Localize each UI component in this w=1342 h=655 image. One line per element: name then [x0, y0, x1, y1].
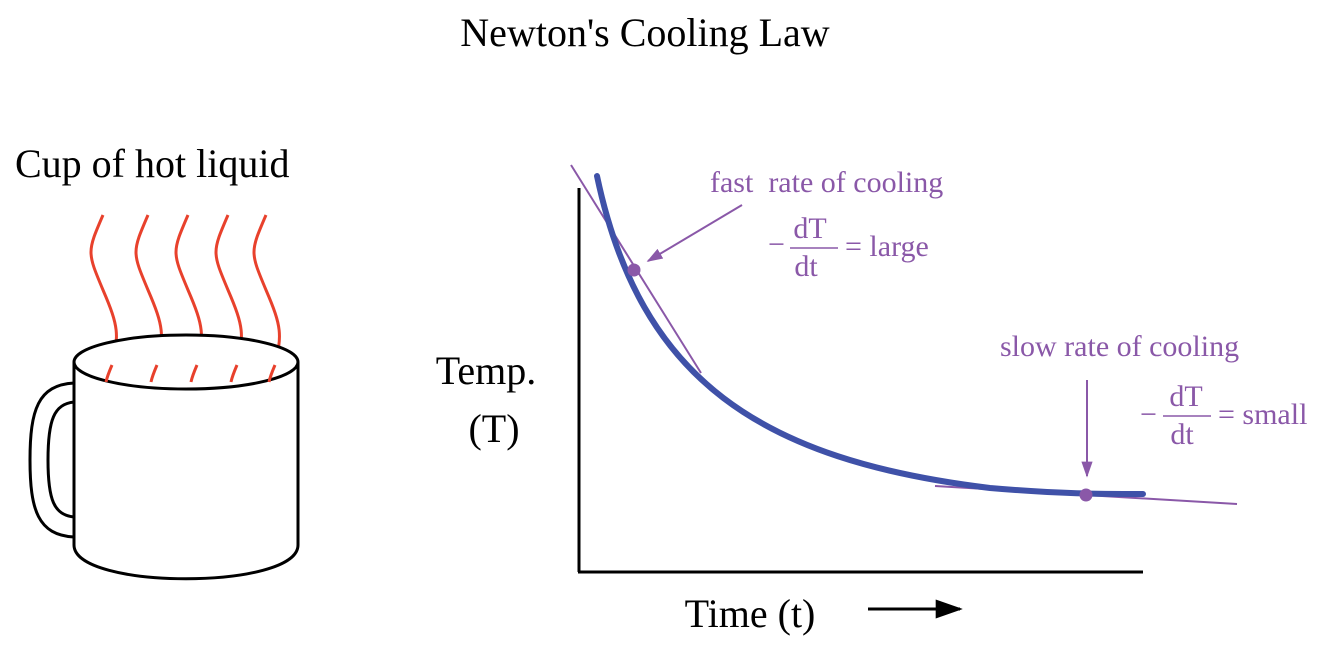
steam-wave — [252, 214, 281, 366]
fast-point — [627, 263, 641, 277]
y-axis-label-line1: Temp. — [436, 348, 537, 393]
slow-annotation: slow rate of cooling − dT dt = small — [1000, 330, 1307, 451]
mug-body — [72, 362, 300, 581]
page-title: Newton's Cooling Law — [460, 10, 830, 55]
x-axis-label: Time (t) — [685, 591, 816, 636]
steam-wave — [189, 364, 199, 383]
slow-result: = small — [1218, 398, 1307, 431]
steam-over-rim — [104, 364, 277, 383]
mug-icon — [28, 333, 300, 581]
y-axis-label-line2: (T) — [468, 406, 519, 451]
steam-wave — [104, 364, 114, 383]
steam-wave — [149, 364, 159, 383]
mug-handle — [28, 381, 75, 539]
steam-wave — [229, 364, 239, 383]
fast-derivative-denominator: dt — [794, 250, 818, 283]
slow-derivative-denominator: dt — [1170, 418, 1194, 451]
slow-point — [1079, 488, 1093, 502]
fast-annotation: fast rate of cooling − dT dt = large — [710, 166, 943, 283]
fast-minus-sign: − — [768, 228, 785, 261]
slow-minus-sign: − — [1140, 398, 1157, 431]
slow-derivative-numerator: dT — [1169, 380, 1202, 413]
fast-derivative-numerator: dT — [793, 212, 826, 245]
fast-annotation-arrow-icon — [646, 204, 743, 262]
slow-rate-label: slow rate of cooling — [1000, 330, 1239, 363]
mug-handle-inner — [46, 400, 75, 519]
fast-rate-label: fast rate of cooling — [710, 166, 943, 199]
fast-result: = large — [845, 230, 929, 263]
mug-rim — [72, 333, 300, 391]
cup-label: Cup of hot liquid — [15, 141, 289, 186]
steam-wave — [267, 364, 277, 383]
